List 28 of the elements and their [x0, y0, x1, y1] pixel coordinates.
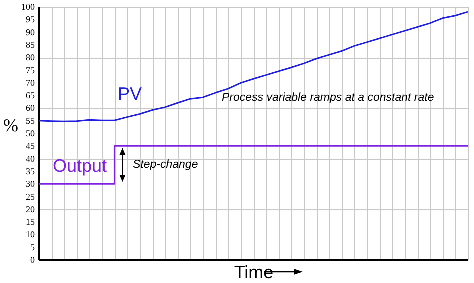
y-tick-label: 0	[30, 255, 36, 265]
y-tick-label: 40	[26, 154, 36, 164]
x-axis-title: Time	[234, 262, 274, 282]
line-series	[38, 11, 469, 122]
y-tick-label: 90	[26, 27, 36, 38]
y-tick-label: 65	[26, 90, 36, 101]
y-tick-label: 85	[26, 40, 36, 50]
annotation: Step-change	[133, 159, 198, 171]
y-tick-label: 100	[22, 2, 36, 12]
y-tick-label: 55	[26, 116, 36, 126]
y-tick-label: 70	[26, 78, 36, 88]
y-tick-label: 75	[26, 65, 36, 76]
y-tick-label: 25	[26, 192, 36, 202]
y-tick-label: 80	[26, 52, 36, 63]
series-label: PV	[118, 84, 142, 104]
y-tick-label: 10	[26, 230, 36, 240]
y-tick-label: 5	[30, 242, 36, 252]
y-tick-label: 20	[26, 204, 36, 214]
annotation: Process variable ramps at a constant rate	[222, 92, 434, 104]
y-tick-label: 35	[26, 166, 36, 176]
y-tick-label: 45	[26, 141, 36, 152]
y-tick-label: 95	[26, 14, 36, 25]
y-tick-label: 50	[26, 128, 36, 138]
y-tick-label: 15	[26, 217, 36, 228]
y-tick-label: 30	[26, 179, 36, 190]
y-tick-label: 60	[26, 103, 36, 114]
series-label: Output	[52, 156, 108, 176]
y-axis-title: %	[4, 116, 18, 136]
